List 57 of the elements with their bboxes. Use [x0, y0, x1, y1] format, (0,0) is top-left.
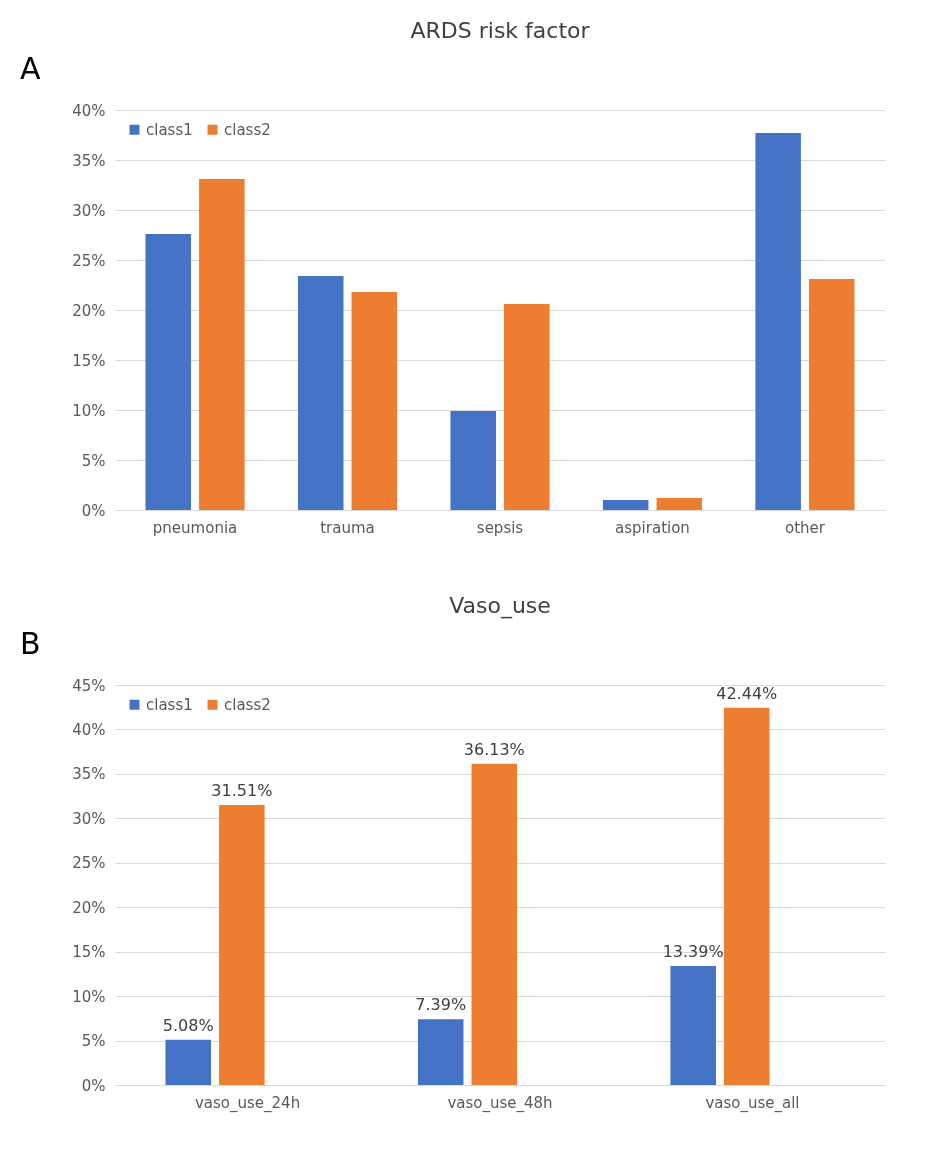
y-tick-label: 40%: [72, 720, 106, 739]
y-tick-label: 35%: [72, 151, 106, 170]
y-tick-label: 45%: [72, 676, 106, 695]
bar: [351, 292, 398, 510]
text: A: [20, 51, 41, 86]
text: B: [20, 626, 41, 661]
bar: [723, 707, 770, 1085]
y-tick-label: 20%: [72, 898, 106, 917]
x-tick-label: vaso_use_48h: [447, 1093, 553, 1113]
chart-title: Vaso_use: [449, 593, 551, 619]
bar: [297, 276, 344, 510]
data-label: 31.51%: [211, 780, 273, 800]
bar: [450, 411, 496, 510]
legend-label: class2: [224, 695, 271, 714]
bar: [199, 179, 245, 510]
y-tick-label: 30%: [72, 201, 106, 220]
y-tick-label: 25%: [72, 854, 106, 873]
bar: [808, 279, 855, 510]
y-tick-label: 0%: [81, 501, 106, 520]
bar: [219, 804, 265, 1085]
legend-label: class2: [224, 120, 271, 139]
x-tick-label: aspiration: [615, 518, 690, 537]
x-tick-label: sepsis: [476, 518, 524, 537]
y-tick-label: 35%: [72, 765, 106, 784]
y-tick-label: 15%: [72, 351, 106, 370]
legend-label: class1: [146, 695, 193, 714]
y-tick-label: 15%: [72, 943, 106, 962]
bar: [602, 500, 649, 510]
bar: [504, 304, 550, 510]
legend-label: class1: [146, 120, 193, 139]
y-tick-label: 0%: [81, 1076, 106, 1095]
x-tick-label: vaso_use_24h: [194, 1093, 301, 1113]
bar: [755, 133, 801, 510]
y-tick-label: 30%: [72, 809, 106, 828]
y-tick-label: 25%: [72, 251, 106, 270]
bar: [656, 498, 703, 510]
x-tick-label: vaso_use_all: [705, 1093, 800, 1113]
data-label: 7.39%: [415, 995, 467, 1015]
y-tick-label: 10%: [72, 987, 106, 1006]
x-tick-label: pneumonia: [152, 518, 238, 537]
bar: [165, 1039, 212, 1085]
data-label: 42.44%: [716, 683, 778, 703]
y-tick-label: 10%: [72, 401, 106, 420]
y-tick-label: 20%: [72, 301, 106, 320]
data-label: 13.39%: [662, 941, 724, 961]
bar: [471, 763, 518, 1085]
bar: [670, 965, 716, 1085]
data-label: 36.13%: [463, 739, 525, 759]
bar: [145, 234, 192, 510]
y-tick-label: 5%: [81, 1032, 106, 1051]
bar: [417, 1019, 464, 1085]
chart-title: ARDS risk factor: [410, 18, 591, 43]
x-tick-label: other: [784, 518, 826, 537]
data-label: 5.08%: [162, 1015, 214, 1035]
y-tick-label: 40%: [72, 101, 106, 120]
y-tick-label: 5%: [81, 451, 106, 470]
x-tick-label: trauma: [320, 518, 375, 537]
